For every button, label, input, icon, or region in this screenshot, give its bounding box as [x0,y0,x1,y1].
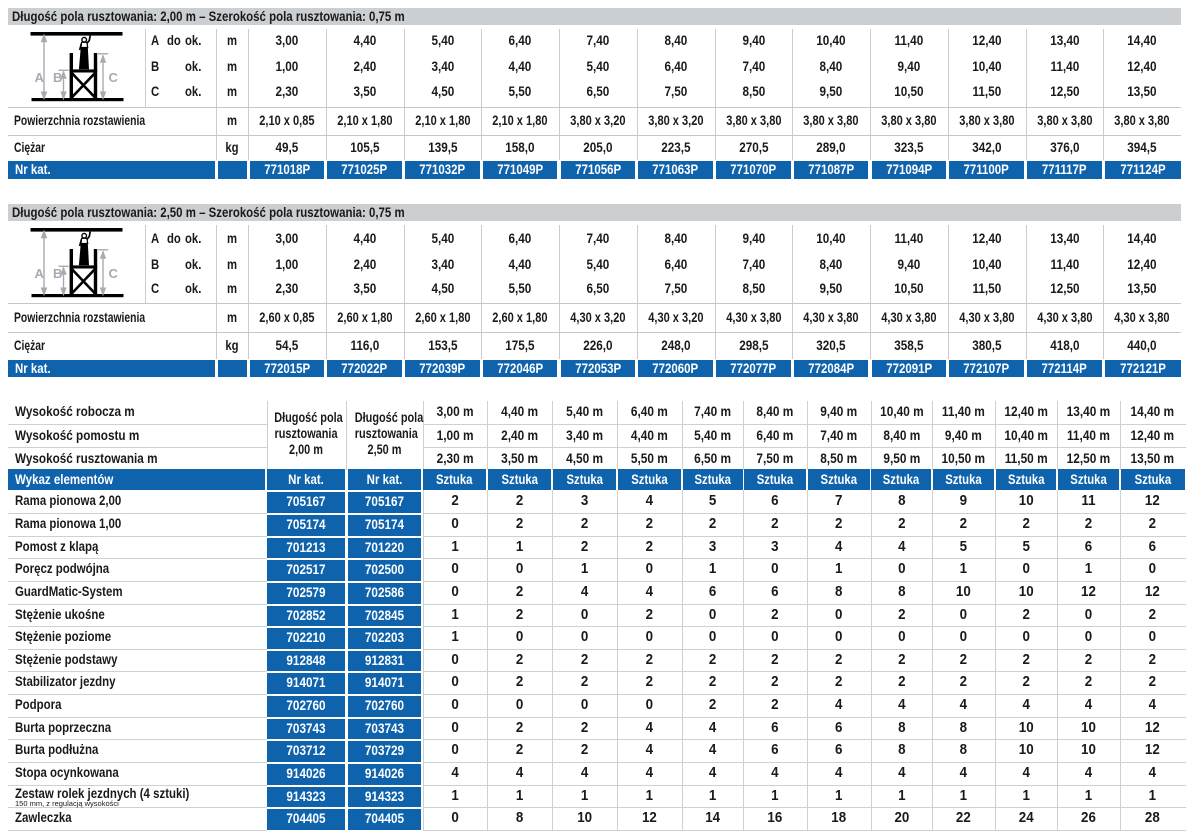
svg-text:B: B [53,70,62,85]
svg-text:C: C [109,70,119,85]
svg-text:A: A [35,266,45,281]
svg-text:B: B [53,266,62,281]
svg-text:C: C [109,266,119,281]
svg-text:A: A [35,70,45,85]
